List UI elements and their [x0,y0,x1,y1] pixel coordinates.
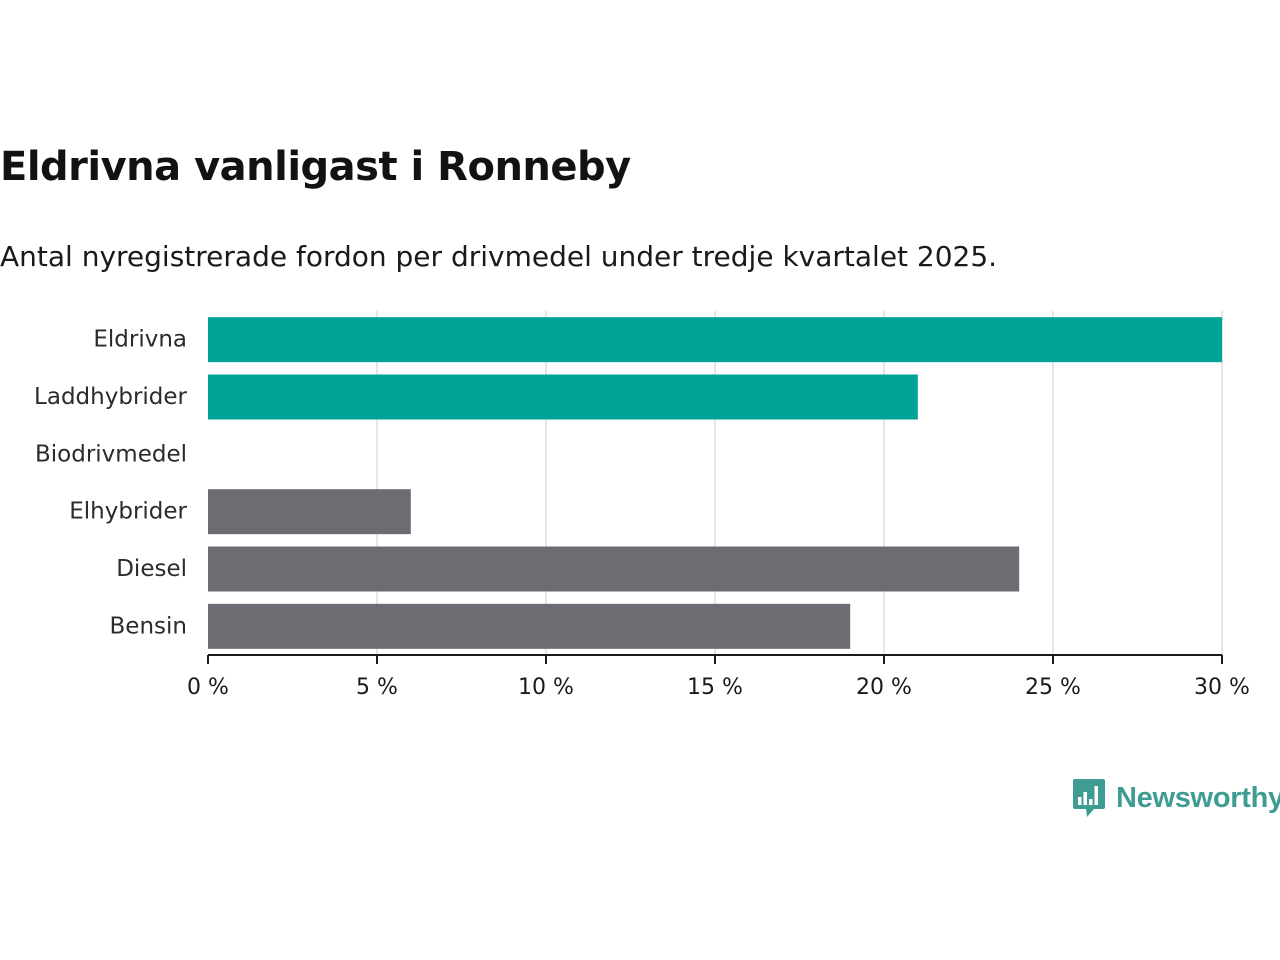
x-tick-label: 25 % [1025,675,1081,700]
x-tick-label: 30 % [1194,675,1250,700]
x-tick-label: 15 % [687,675,743,700]
x-tick-label: 20 % [856,675,912,700]
category-label: Laddhybrider [34,384,187,410]
category-label: Diesel [116,556,187,582]
chart-subtitle: Antal nyregistrerade fordon per drivmede… [0,240,998,273]
chart-title: Eldrivna vanligast i Ronneby [0,144,631,190]
x-tick-label: 10 % [518,675,574,700]
bar-eldrivna [208,317,1222,363]
brand-name: Newsworthy [1116,781,1280,814]
category-labels: Eldrivna Laddhybrider Biodrivmedel Elhybrid… [34,327,187,640]
bar-elhybrider [208,489,411,535]
bar-diesel [208,546,1020,592]
gridlines [376,311,1223,655]
newsworthy-logo: Newsworthy [1072,776,1280,820]
category-label: Bensin [110,613,187,639]
x-axis: 0 % 5 % 10 % 15 % 20 % 25 % 30 % [187,654,1250,700]
bar-laddhybrider [208,374,918,420]
bars [208,317,1222,649]
category-label: Biodrivmedel [35,441,187,467]
category-label: Elhybrider [69,499,187,525]
category-label: Eldrivna [93,327,187,353]
x-tick-label: 5 % [356,675,398,700]
bar-chart-bubble-icon [1073,779,1105,817]
bar-bensin [208,603,851,649]
x-tick-label: 0 % [187,675,229,700]
